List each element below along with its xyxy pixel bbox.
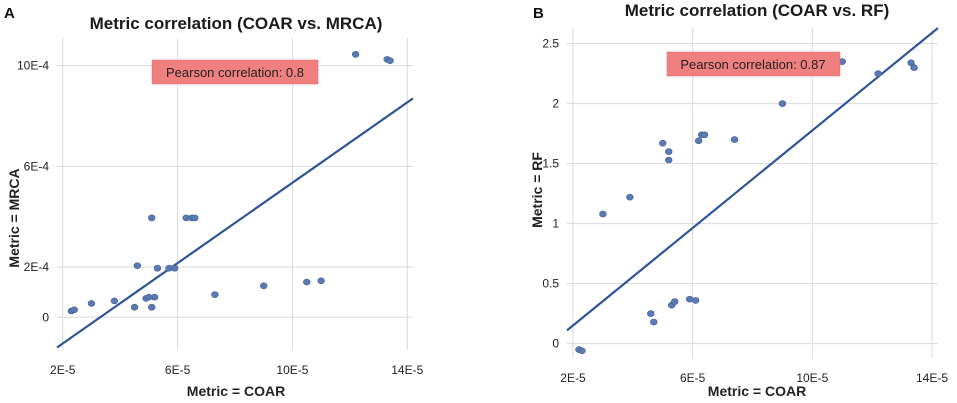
data-point [171,264,179,272]
data-point [317,277,325,285]
y-tick-label: 10E-4 [17,59,49,73]
y-tick-label: 6E-4 [24,159,50,173]
data-point [599,210,607,218]
data-point [778,100,787,107]
regression-line-b [566,27,939,332]
data-point [303,278,311,286]
x-tick-label: 2E-5 [50,363,76,377]
regression-line-a [56,97,414,349]
y-tick-label: 1.5 [542,157,559,171]
annotation-b: Pearson correlation: 0.87 [666,51,841,77]
data-point [910,64,918,71]
data-point [130,303,139,311]
panel-letter-a: A [4,5,15,22]
x-axis-label-a: Metric = COAR [187,383,285,399]
panel-letter-b: B [533,5,544,22]
x-tick-label: 6E-5 [680,371,706,385]
y-tick-label: 0.5 [542,277,559,291]
plot-area-b: 2E-5 6E-5 10E-5 14E-5 0 0.5 1 1.5 2 2.5 [542,27,948,385]
data-point [148,214,156,222]
panel-b: B Metric correlation (COAR vs. RF) Metri… [529,1,948,399]
data-point [665,148,673,155]
data-point [260,282,268,290]
data-point [578,347,586,355]
data-point [148,303,156,311]
y-axis-label-a: Metric = MRCA [6,168,22,267]
plot-area-a: 2E-5 6E-5 10E-5 14E-5 0 2E-4 6E-4 10E-4 [17,38,424,377]
data-point [694,137,703,145]
x-tick-label: 14E-5 [391,363,423,377]
y-tick-label: 1 [552,217,559,231]
chart-title-a: Metric correlation (COAR vs. MRCA) [90,14,383,33]
x-tick-label: 2E-5 [560,371,586,385]
data-point [351,51,360,58]
data-point [665,156,673,164]
data-point [626,193,634,201]
annotation-text-b: Pearson correlation: 0.87 [680,57,825,72]
data-point [874,70,882,77]
y-axis-label-b: Metric = RF [529,152,545,228]
y-tick-label: 0 [552,337,559,351]
data-point [191,214,199,222]
data-point [153,264,162,272]
data-point [671,298,679,305]
annotation-box-a [151,59,319,85]
chart-title-b: Metric correlation (COAR vs. RF) [625,1,890,20]
annotation-text-a: Pearson correlation: 0.8 [166,65,304,80]
y-tick-label: 2E-4 [24,260,50,274]
data-point [70,306,78,314]
x-tick-label: 10E-5 [276,363,308,377]
x-tick-label: 14E-5 [916,371,948,385]
y-tick-label: 2 [552,97,559,111]
data-point [386,57,394,64]
data-point [659,139,667,147]
data-point [133,262,142,270]
x-axis-label-b: Metric = COAR [708,383,806,399]
data-point [110,297,119,305]
data-point [145,293,153,301]
data-point [87,300,96,307]
data-point [691,297,700,304]
panel-a: A Metric correlation (COAR vs. MRCA) Met… [4,5,424,399]
data-point [730,136,739,143]
annotation-box-b [666,51,841,77]
x-tick-label: 10E-5 [796,371,828,385]
x-tick-label: 6E-5 [165,363,191,377]
data-point [700,131,709,139]
annotation-a: Pearson correlation: 0.8 [151,59,319,85]
y-tick-label: 0 [42,310,49,324]
data-point [211,291,219,298]
data-point [647,310,655,317]
data-point [650,318,658,326]
y-tick-label: 2.5 [542,37,559,51]
